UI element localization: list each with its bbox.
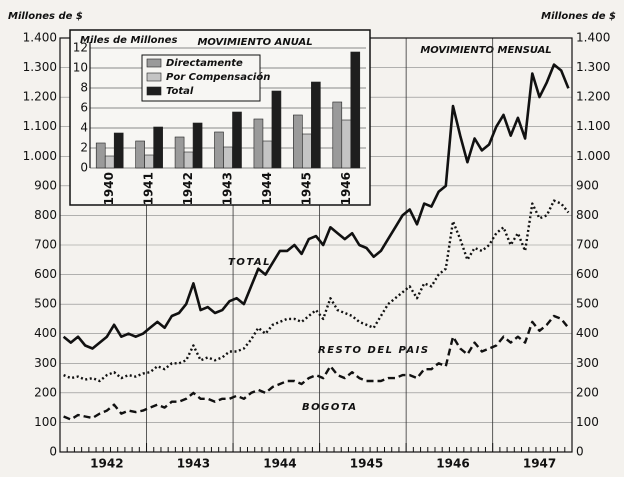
inset-x-tick-label: 1940 [102,172,116,205]
inset-y-tick-label: 10 [73,61,88,75]
bar [271,90,282,169]
y2-axis-label: Millones de $ [541,11,616,22]
y2-tick-label: 700 [576,238,599,252]
legend-label: Total [166,86,194,97]
x-tick-label: 1947 [523,457,556,471]
x-tick-label: 1942 [90,457,123,471]
bar [104,155,115,169]
bar [192,122,203,169]
bar [293,114,303,169]
inset-y-tick-label: 8 [80,81,88,95]
series-label: BOGOTA [302,402,358,413]
y-tick-label: 1.000 [23,149,57,163]
y-tick-label: 600 [34,267,57,281]
line-series [62,63,570,350]
bar [153,126,163,169]
legend-swatch [146,58,162,68]
legend-label: Directamente [166,58,243,69]
inset-x-tick-label: 1946 [339,172,353,205]
legend-frame [141,54,261,102]
inset-y-tick-label: 2 [80,141,88,155]
y2-tick-label: 600 [576,267,599,281]
bar [174,136,185,169]
inset-x-tick-label: 1945 [299,172,313,205]
y-tick-label: 500 [34,297,57,311]
y2-tick-label: 400 [576,326,599,340]
x-tick-label: 1945 [350,457,383,471]
series-label: RESTO DEL PAIS [318,345,430,356]
y-tick-label: 1.400 [23,31,57,45]
bar [232,111,242,169]
x-tick-label: 1943 [177,457,210,471]
y2-tick-label: 100 [576,415,599,429]
line-series [63,314,570,421]
inset-y-tick-label: 0 [80,161,88,175]
inset: MOVIMIENTO ANUAL Miles de Millones 0 2 4 6 8 10… [69,29,371,206]
bar [350,51,361,169]
bar [302,133,312,169]
bar [183,151,194,169]
y2-tick-label: 200 [576,385,599,399]
bar [311,81,321,169]
inset-y-label: Miles de Millones [80,35,177,46]
inset-y-tick-label: 12 [73,41,88,55]
y2-tick-label: 1.400 [576,31,610,45]
y-tick-label: 300 [34,356,57,370]
bar [341,119,352,169]
y-tick-label: 1.100 [23,119,57,133]
chart-title: MOVIMIENTO MENSUAL [420,45,551,56]
y2-tick-label: 500 [576,297,599,311]
y2-tick-label: 300 [576,356,599,370]
y2-tick-label: 1.000 [576,149,610,163]
inset-x-tick-label: 1943 [221,172,235,205]
inset-x-tick-label: 1944 [260,172,274,205]
line-series [63,199,570,383]
inset-x-tick-label: 1942 [181,172,195,205]
bar [223,146,233,169]
bar [144,154,154,169]
y2-tick-label: 900 [576,178,599,192]
inset-x-tick-label: 1941 [142,172,156,205]
x-tick-label: 1946 [436,457,469,471]
inset-y-tick-label: 4 [80,121,88,135]
bar [135,140,145,169]
bar [113,132,124,169]
bar [214,131,224,169]
y-tick-label: 0 [49,445,57,459]
y2-tick-label: 0 [576,445,584,459]
bar [95,142,106,169]
y-tick-label: 400 [34,326,57,340]
y2-tick-label: 1.200 [576,90,610,104]
bar [262,140,273,169]
y-tick-label: 800 [34,208,57,222]
y-tick-label: 700 [34,238,57,252]
x-tick-label: 1944 [263,457,296,471]
y2-tick-label: 1.100 [576,119,610,133]
inset-title: MOVIMIENTO ANUAL [197,37,312,48]
y2-tick-label: 800 [576,208,599,222]
legend-swatch [146,72,162,82]
y-tick-label: 1.200 [23,90,57,104]
y2-tick-label: 1.300 [576,60,610,74]
y-tick-label: 200 [34,385,57,399]
bar [332,101,343,169]
bar [253,118,264,169]
legend-swatch [146,86,162,96]
series-label: TOTAL [228,257,271,268]
legend-label: Por Compensación [166,71,270,83]
y-tick-label: 900 [34,178,57,192]
y-tick-label: 100 [34,415,57,429]
y-tick-label: 1.300 [23,60,57,74]
y-axis-label: Millones de $ [8,11,83,22]
inset-y-tick-label: 6 [80,101,88,115]
